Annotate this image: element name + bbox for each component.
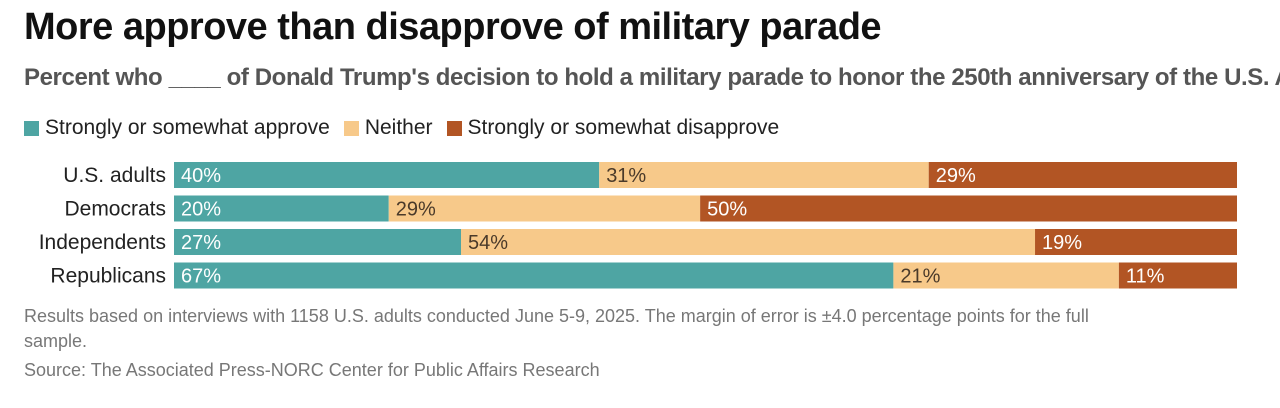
legend-label-approve: Strongly or somewhat approve	[45, 116, 330, 139]
legend-swatch-approve	[24, 120, 39, 136]
bar-democrats-strongly-or-somewhat-approve	[174, 195, 389, 222]
bar-u-s-adults-strongly-or-somewhat-disapprove	[928, 162, 1237, 188]
footnote: Results based on interviews with 1158 U.…	[24, 306, 1089, 351]
chart-subtitle: Percent who ____ of Donald Trump's decis…	[24, 64, 1280, 91]
bar-independents-strongly-or-somewhat-approve	[174, 229, 462, 255]
category-label-independents: Independents	[39, 231, 166, 254]
data-label-democrats-strongly-or-somewhat-approve: 20%	[181, 199, 221, 221]
chart-svg: U.S. adults 40% 31% 29% Democrats 20% 29% 50% In…	[39, 162, 1237, 289]
legend-swatch-disapprove	[446, 120, 462, 136]
data-label-independents-strongly-or-somewhat-disapprove: 19%	[1042, 232, 1082, 254]
category-label-republicans: Republicans	[50, 265, 166, 288]
data-label-republicans-neither: 21%	[900, 266, 940, 288]
bar-u-s-adults-strongly-or-somewhat-approve	[174, 162, 600, 188]
bar-independents-strongly-or-somewhat-disapprove	[1035, 229, 1237, 255]
bar-u-s-adults-neither	[599, 162, 929, 188]
category-label-democrats: Democrats	[64, 198, 166, 221]
data-label-republicans-strongly-or-somewhat-disapprove: 11%	[1126, 266, 1165, 288]
category-label-u-s-adults: U.S. adults	[63, 164, 166, 187]
bar-republicans-neither	[893, 262, 1119, 289]
bar-republicans-strongly-or-somewhat-approve	[174, 262, 894, 289]
legend-item-neither: Neither	[343, 116, 433, 140]
legend-label-neither: Neither	[364, 116, 433, 139]
data-label-u-s-adults-neither: 31%	[606, 165, 646, 187]
data-label-republicans-strongly-or-somewhat-approve: 67%	[181, 266, 221, 288]
bar-democrats-neither	[388, 195, 701, 222]
chart-title: More approve than disapprove of military…	[24, 6, 882, 48]
legend-item-disapprove: Strongly or somewhat disapprove	[446, 116, 780, 140]
data-label-u-s-adults-strongly-or-somewhat-disapprove: 29%	[936, 165, 976, 187]
data-label-democrats-strongly-or-somewhat-disapprove: 50%	[707, 199, 747, 221]
source-note: Source: The Associated Press-NORC Center…	[24, 360, 600, 380]
legend-swatch-neither	[343, 120, 359, 136]
legend: Strongly or somewhat approve Neither Str…	[24, 116, 793, 140]
stacked-bar-chart: U.S. adults 40% 31% 29% Democrats 20% 29% 50% In…	[0, 158, 1280, 292]
data-label-u-s-adults-strongly-or-somewhat-approve: 40%	[181, 165, 221, 187]
bar-republicans-strongly-or-somewhat-disapprove	[1118, 262, 1237, 289]
data-label-independents-strongly-or-somewhat-approve: 27%	[181, 232, 221, 254]
legend-label-disapprove: Strongly or somewhat disapprove	[467, 116, 780, 139]
bar-independents-neither	[461, 229, 1036, 255]
data-label-democrats-neither: 29%	[396, 199, 436, 221]
bar-democrats-strongly-or-somewhat-disapprove	[700, 195, 1237, 222]
data-label-independents-neither: 54%	[468, 232, 508, 254]
legend-item-approve: Strongly or somewhat approve	[24, 116, 330, 140]
